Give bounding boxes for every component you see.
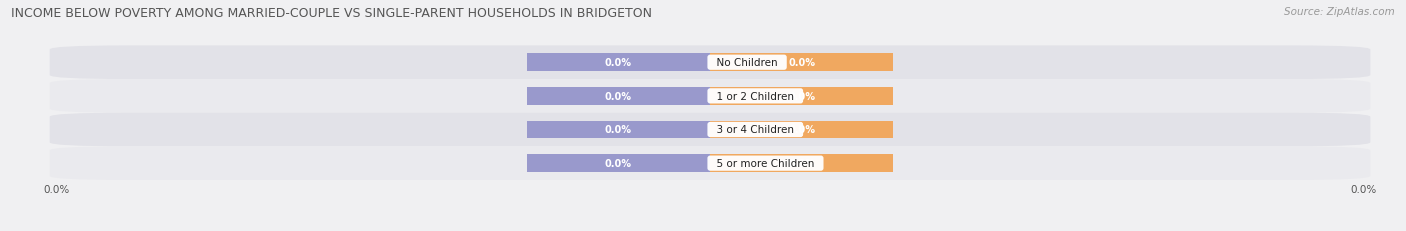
Text: 0.0%: 0.0% (787, 125, 815, 135)
FancyBboxPatch shape (49, 113, 1371, 147)
Text: No Children: No Children (710, 58, 785, 68)
Text: 5 or more Children: 5 or more Children (710, 158, 821, 168)
Text: 0.0%: 0.0% (787, 158, 815, 168)
Bar (710, 88, 893, 105)
Bar (710, 121, 893, 139)
Bar (527, 54, 710, 72)
Text: 3 or 4 Children: 3 or 4 Children (710, 125, 800, 135)
Bar (710, 155, 893, 172)
Text: 0.0%: 0.0% (787, 91, 815, 101)
Text: 1 or 2 Children: 1 or 2 Children (710, 91, 800, 101)
FancyBboxPatch shape (49, 80, 1371, 113)
Text: 0.0%: 0.0% (605, 158, 633, 168)
Text: 0.0%: 0.0% (787, 58, 815, 68)
Text: INCOME BELOW POVERTY AMONG MARRIED-COUPLE VS SINGLE-PARENT HOUSEHOLDS IN BRIDGET: INCOME BELOW POVERTY AMONG MARRIED-COUPL… (11, 7, 652, 20)
Bar (527, 121, 710, 139)
Bar (710, 54, 893, 72)
Bar (527, 155, 710, 172)
Text: 0.0%: 0.0% (605, 58, 633, 68)
Text: 0.0%: 0.0% (605, 91, 633, 101)
Text: 0.0%: 0.0% (605, 125, 633, 135)
Text: Source: ZipAtlas.com: Source: ZipAtlas.com (1284, 7, 1395, 17)
FancyBboxPatch shape (49, 147, 1371, 180)
Bar (527, 88, 710, 105)
FancyBboxPatch shape (49, 46, 1371, 80)
